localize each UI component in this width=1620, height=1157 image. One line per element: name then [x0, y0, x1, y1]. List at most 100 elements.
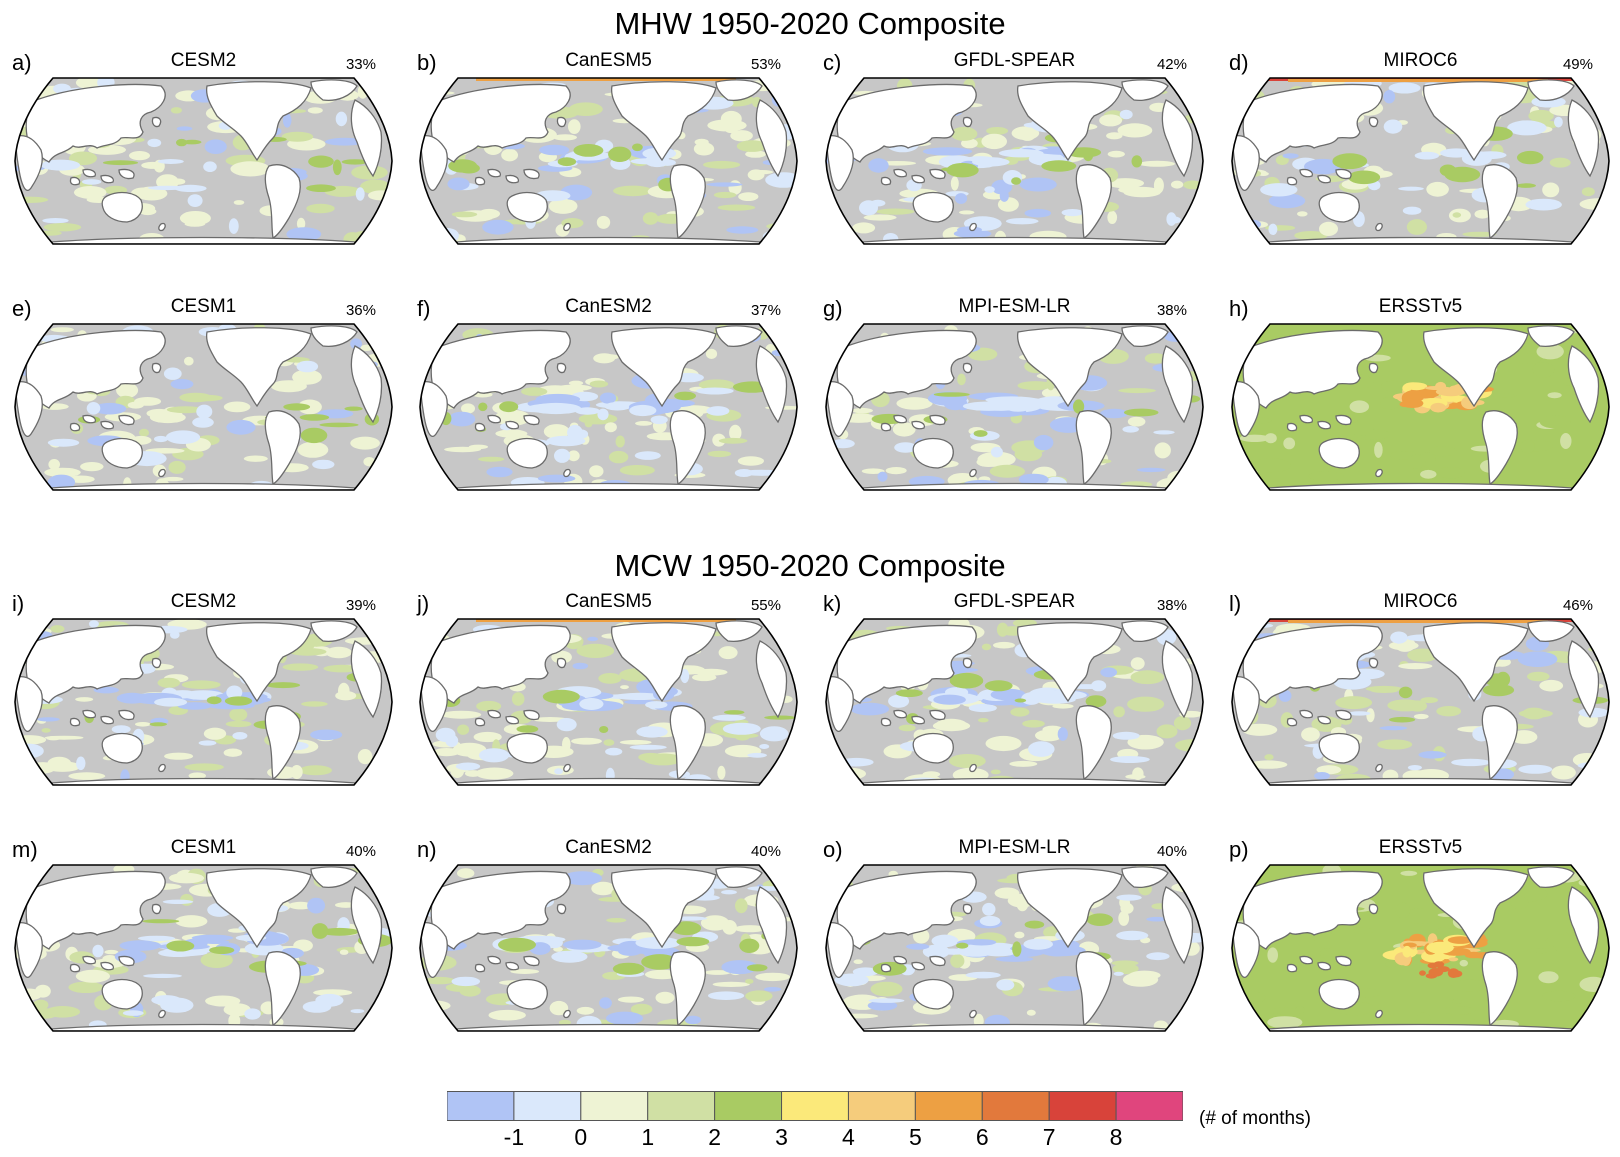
world-map [1231, 618, 1610, 786]
anomaly-patch [1239, 434, 1270, 442]
anomaly-patch [1588, 647, 1603, 652]
anomaly-patch [1153, 177, 1164, 194]
land-mass [880, 717, 892, 727]
land-mass [911, 420, 926, 430]
anomaly-patch [568, 380, 584, 386]
percentage-label: 33% [345, 56, 376, 73]
land-mass [715, 79, 763, 102]
anomaly-patch [192, 417, 214, 428]
anomaly-patch [41, 728, 51, 733]
anomaly-patch [1061, 209, 1084, 217]
land-mass [420, 921, 448, 978]
anomaly-patch [931, 934, 959, 948]
anomaly-patch [1123, 186, 1161, 198]
land-mass [350, 886, 383, 965]
anomaly-patch [165, 430, 201, 444]
land-mass [715, 866, 763, 889]
anomaly-patch [932, 720, 971, 732]
anomaly-patch [1156, 724, 1178, 739]
land-mass [556, 116, 567, 128]
anomaly-patch [982, 902, 996, 916]
land-mass [1317, 961, 1332, 971]
anomaly-patch [1395, 902, 1411, 918]
anomaly-patch [299, 765, 332, 776]
anomaly-patch [307, 107, 323, 114]
anomaly-patch [946, 163, 979, 178]
world-map [825, 618, 1204, 786]
anomaly-patch [722, 722, 761, 735]
anomaly-patch [319, 422, 359, 428]
cool-anomaly-patch [562, 939, 602, 950]
anomaly-patch [724, 710, 745, 715]
arctic-anomaly-band [1288, 620, 1548, 623]
panel-letter: o) [823, 837, 843, 862]
map-panel: g) MPI-ESM-LR 38% [822, 294, 1207, 499]
anomaly-patch [1443, 1006, 1476, 1015]
colorbar [446, 1091, 1184, 1121]
anomaly-patch [135, 722, 151, 727]
land-mass [310, 79, 358, 102]
land-mass [1286, 717, 1298, 727]
land-mass [69, 176, 81, 186]
anomaly-patch [281, 131, 314, 142]
anomaly-patch [129, 151, 150, 161]
land-mass [962, 903, 973, 915]
colorbar-tick-label: 3 [775, 1124, 788, 1150]
anomaly-patch [166, 406, 205, 414]
anomaly-patch [985, 735, 1022, 752]
anomaly-patch [1119, 109, 1133, 120]
model-name: CanESM5 [565, 591, 652, 612]
anomaly-patch [1041, 160, 1077, 172]
anomaly-patch [1146, 952, 1170, 961]
anomaly-patch [1414, 151, 1440, 160]
anomaly-patch [553, 134, 577, 141]
land-mass [505, 715, 520, 725]
panel-letter: m) [12, 837, 38, 862]
anomaly-patch [1131, 155, 1143, 168]
model-name: CESM1 [170, 837, 237, 858]
anomaly-patch [979, 915, 1001, 927]
anomaly-patch [562, 871, 602, 886]
anomaly-patch [44, 467, 81, 478]
anomaly-patch [759, 726, 789, 742]
anomaly-patch [950, 954, 965, 968]
map-panel: d) MIROC6 49% [1228, 48, 1613, 253]
land-mass [563, 1009, 571, 1019]
anomaly-patch [1437, 467, 1465, 479]
anomaly-patch [1052, 703, 1074, 709]
colorbar-swatch [781, 1091, 849, 1121]
anomaly-patch [1387, 699, 1424, 712]
anomaly-patch [1260, 183, 1298, 197]
anomaly-patch [1282, 153, 1299, 159]
panel-letter: j) [417, 591, 430, 616]
anomaly-patch [225, 720, 252, 728]
anomaly-patch [311, 923, 329, 939]
anomaly-patch [315, 993, 344, 1007]
anomaly-patch [1416, 1012, 1431, 1025]
map-border [419, 864, 798, 1032]
anomaly-patch [1461, 151, 1492, 166]
anomaly-patch [75, 969, 110, 983]
land-mass [101, 437, 143, 469]
anomaly-patch [1560, 433, 1572, 449]
anomaly-patch [476, 700, 502, 712]
anomaly-patch [705, 348, 718, 359]
anomaly-patch [1426, 181, 1449, 197]
anomaly-patch [956, 942, 969, 949]
anomaly-patch [703, 160, 741, 169]
land-mass [420, 134, 448, 191]
anomaly-patch [852, 967, 879, 977]
land-mass [1121, 79, 1169, 102]
anomaly-patch [615, 435, 625, 448]
cool-anomaly-patch [579, 698, 604, 710]
anomaly-patch [870, 981, 903, 997]
model-name: CESM1 [170, 296, 237, 317]
anomaly-patch [556, 718, 577, 732]
anomaly-patch [568, 119, 581, 134]
land-mass [669, 410, 706, 485]
land-mass [1232, 134, 1260, 191]
cool-anomaly-patch [574, 407, 600, 415]
land-mass [350, 99, 383, 178]
anomaly-patch [961, 138, 978, 149]
anomaly-patch [1251, 458, 1292, 473]
